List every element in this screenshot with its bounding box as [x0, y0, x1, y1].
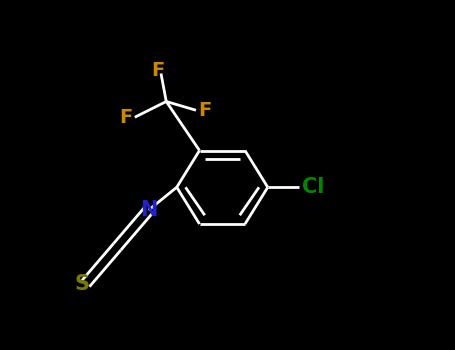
Text: F: F	[151, 61, 164, 79]
Text: Cl: Cl	[302, 177, 324, 197]
Text: F: F	[119, 108, 132, 127]
Text: S: S	[75, 273, 90, 294]
Text: N: N	[140, 200, 157, 220]
Text: F: F	[198, 101, 212, 120]
